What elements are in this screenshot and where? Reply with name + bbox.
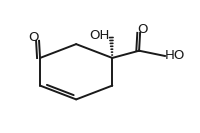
Text: O: O: [28, 31, 38, 44]
Text: OH: OH: [90, 29, 110, 42]
Text: O: O: [137, 23, 148, 36]
Text: HO: HO: [165, 49, 185, 62]
